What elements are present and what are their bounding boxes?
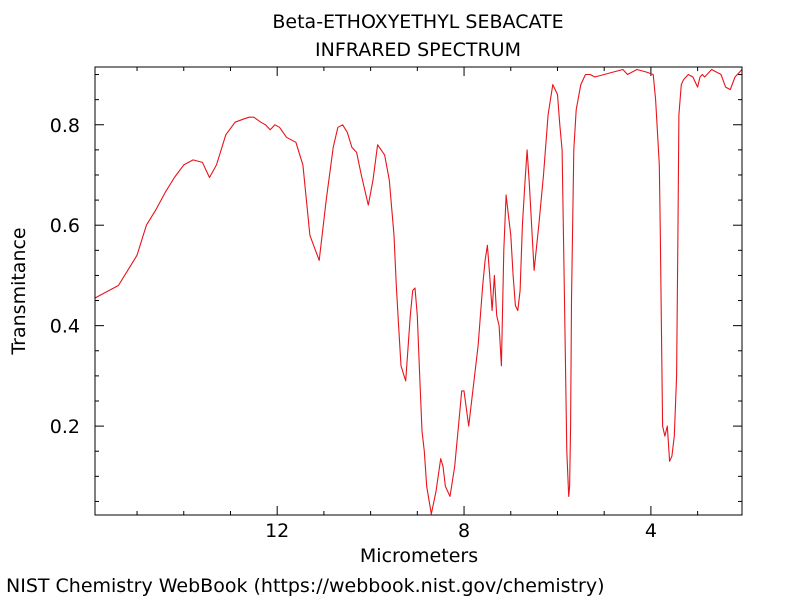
chart-subtitle: INFRARED SPECTRUM	[315, 39, 521, 61]
x-tick-label: 4	[645, 520, 657, 542]
chart-title: Beta-ETHOXYETHYL SEBACATE	[272, 11, 563, 33]
source-credit: NIST Chemistry WebBook (https://webbook.…	[6, 575, 605, 597]
y-tick-label: 0.8	[50, 115, 80, 137]
minor-ticks	[95, 67, 742, 515]
spectrum-line	[94, 68, 743, 515]
tick-labels: 12 8 4 0.2 0.4 0.6 0.8	[50, 115, 657, 542]
plot-frame	[94, 66, 743, 516]
x-tick-label: 12	[265, 520, 289, 542]
y-tick-label: 0.6	[50, 215, 80, 237]
x-axis-label: Micrometers	[360, 545, 478, 567]
y-axis-label: Transmitance	[8, 227, 30, 355]
y-tick-label: 0.4	[50, 316, 80, 338]
major-ticks	[95, 67, 742, 515]
y-tick-label: 0.2	[50, 416, 80, 438]
x-tick-label: 8	[458, 520, 470, 542]
